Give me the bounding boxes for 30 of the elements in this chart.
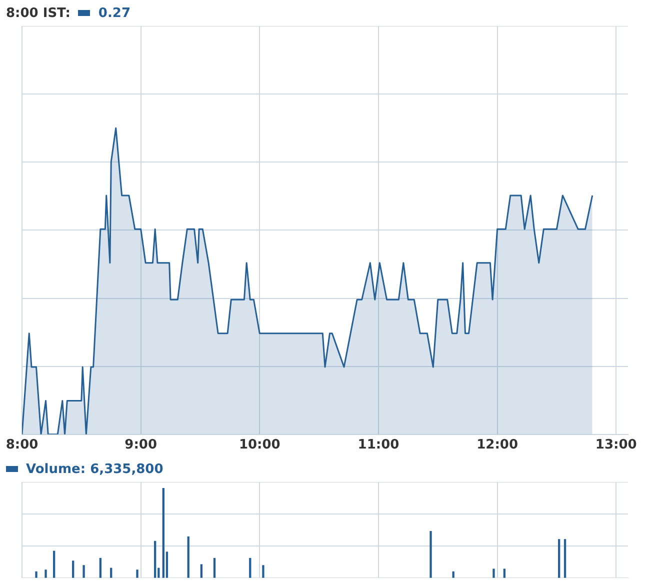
- bar: [110, 568, 112, 578]
- bar: [154, 540, 156, 578]
- text: 0.27: [98, 6, 130, 20]
- bar: [187, 536, 190, 578]
- bar: [35, 571, 38, 578]
- text: Volume: 6,335,800: [26, 462, 164, 476]
- bar: [53, 550, 56, 578]
- text: 8:00 IST:: [6, 6, 70, 20]
- bar: [558, 539, 560, 578]
- x-tick-label: 12:00: [476, 438, 518, 453]
- bar: [162, 488, 164, 578]
- bar: [82, 565, 85, 578]
- bar: [249, 558, 252, 578]
- bar: [430, 531, 432, 578]
- x-tick-label: 10:00: [238, 438, 280, 453]
- bar: [99, 558, 102, 578]
- x-tick-label: 13:00: [595, 438, 637, 453]
- x-tick-label: 11:00: [358, 438, 400, 453]
- bar: [136, 570, 138, 578]
- bar: [503, 568, 506, 578]
- bar: [492, 568, 495, 578]
- bar: [262, 565, 264, 578]
- bar: [452, 571, 454, 578]
- bar: [564, 539, 566, 578]
- x-tick-label: 9:00: [124, 438, 157, 453]
- x-tick-label: 8:00: [6, 438, 38, 453]
- bar: [72, 560, 74, 578]
- bar: [44, 570, 47, 578]
- bar: [200, 564, 203, 578]
- bar: [213, 558, 216, 578]
